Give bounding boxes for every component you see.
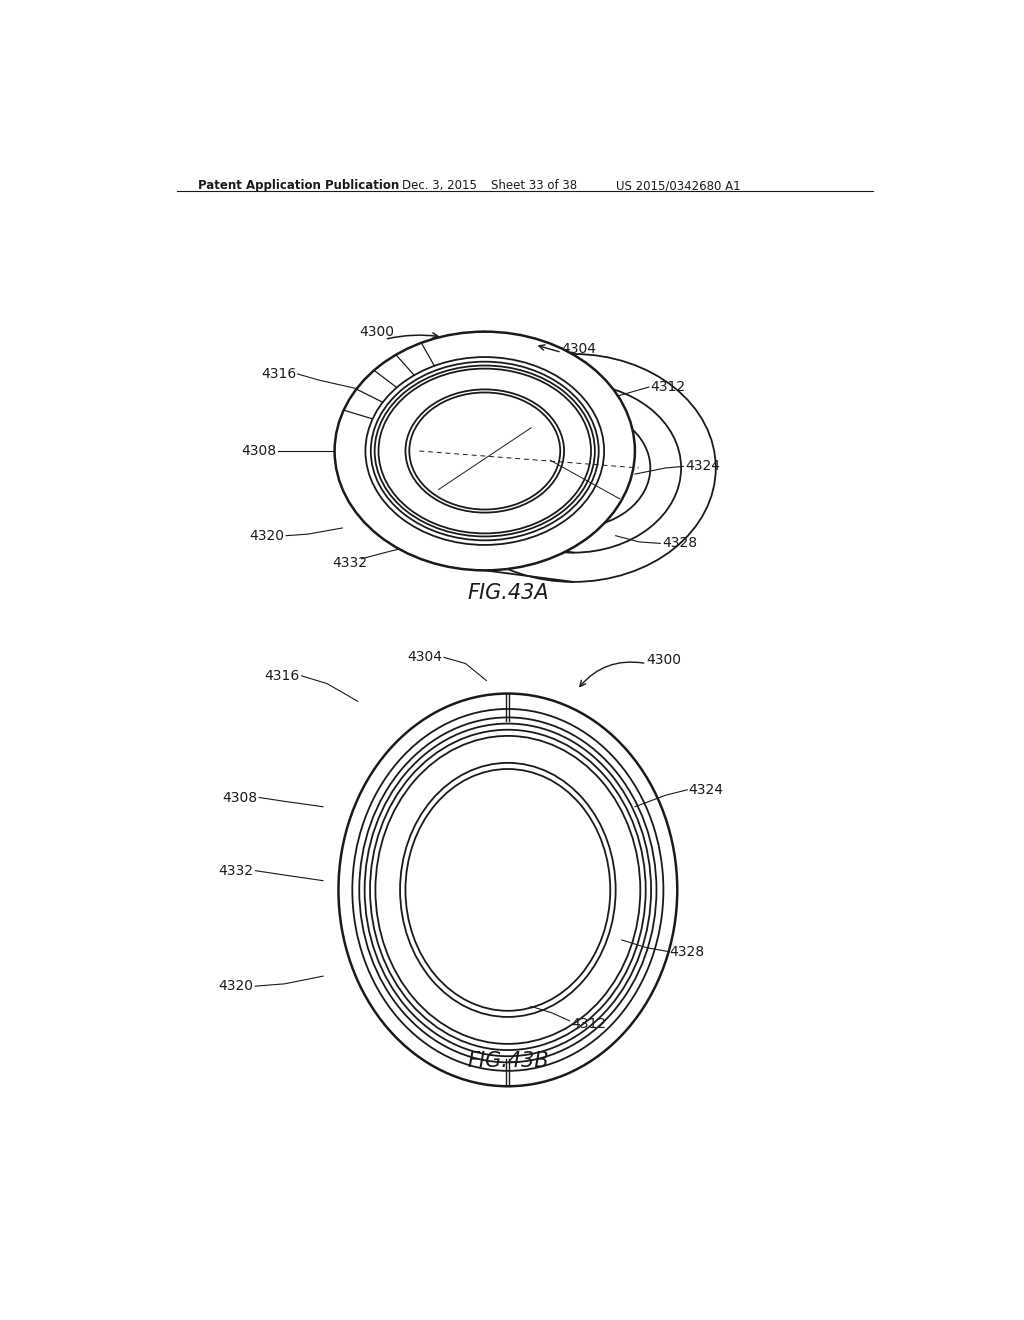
Text: 4316: 4316	[261, 367, 296, 381]
Text: 4324: 4324	[685, 459, 720, 474]
Text: 4316: 4316	[265, 669, 300, 682]
Ellipse shape	[410, 392, 560, 510]
Text: 4308: 4308	[242, 444, 276, 458]
Text: 4332: 4332	[219, 863, 254, 878]
Text: 4328: 4328	[662, 536, 697, 550]
Text: 4312: 4312	[650, 380, 685, 395]
Text: FIG.43B: FIG.43B	[467, 1051, 549, 1071]
Text: 4308: 4308	[222, 791, 258, 804]
Ellipse shape	[407, 771, 608, 1010]
Text: 4304: 4304	[562, 342, 597, 355]
Text: 4300: 4300	[646, 653, 681, 668]
Text: Sheet 33 of 38: Sheet 33 of 38	[490, 180, 578, 193]
Text: 4332: 4332	[333, 556, 368, 570]
Text: 4320: 4320	[250, 529, 285, 543]
Text: Dec. 3, 2015: Dec. 3, 2015	[401, 180, 476, 193]
Text: FIG.43A: FIG.43A	[467, 583, 549, 603]
Ellipse shape	[335, 331, 635, 570]
Text: US 2015/0342680 A1: US 2015/0342680 A1	[615, 180, 740, 193]
Text: 4304: 4304	[408, 651, 442, 664]
Text: 4320: 4320	[219, 979, 254, 993]
Text: Patent Application Publication: Patent Application Publication	[199, 180, 399, 193]
Ellipse shape	[334, 341, 723, 579]
Text: 4312: 4312	[571, 1016, 606, 1031]
Text: 4324: 4324	[689, 783, 724, 797]
Text: 4300: 4300	[359, 325, 394, 339]
Text: 4328: 4328	[670, 945, 705, 958]
